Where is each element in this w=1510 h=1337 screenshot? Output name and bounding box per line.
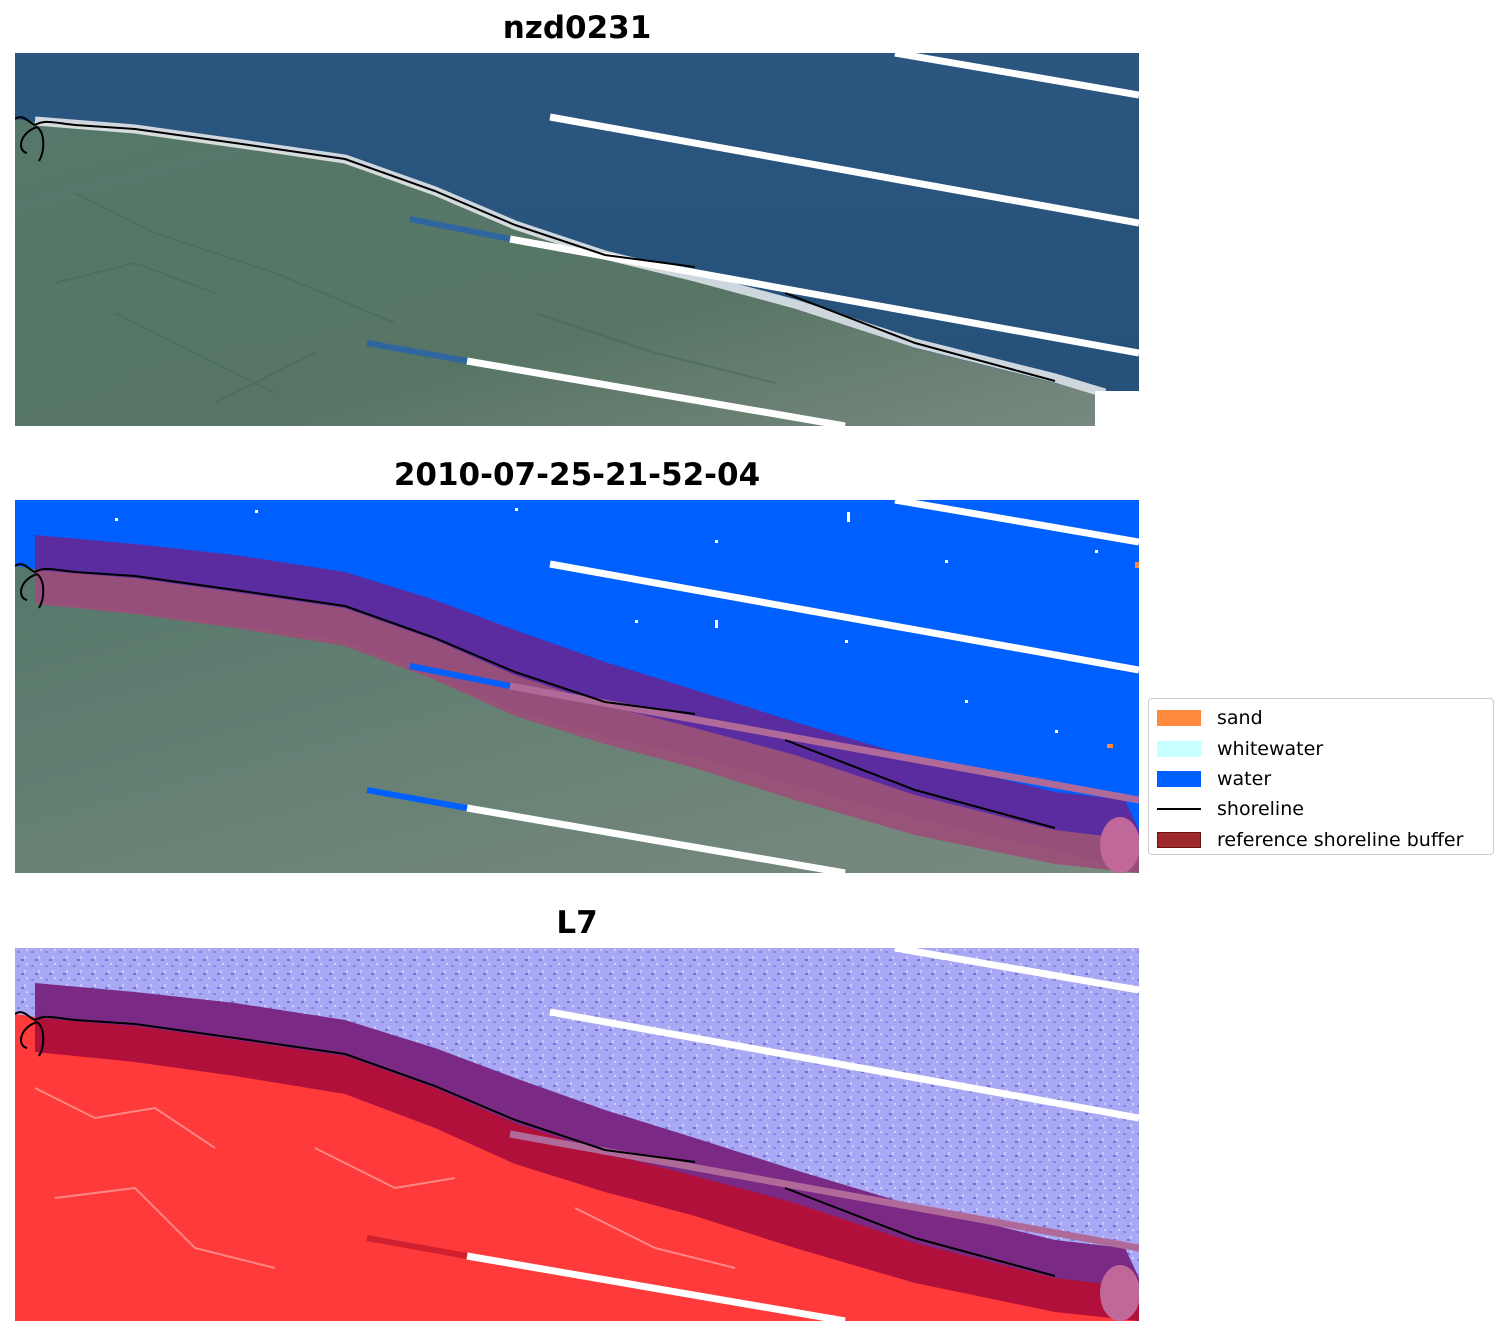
scan-gaps xyxy=(466,53,1139,426)
panel-title-2: 2010-07-25-21-52-04 xyxy=(393,457,761,493)
land-area xyxy=(15,119,1139,426)
rgb-image-panel xyxy=(15,53,1139,426)
panel-title-3: L7 xyxy=(556,905,598,941)
legend-item-whitewater: whitewater xyxy=(1157,733,1493,763)
legend-item-water: water xyxy=(1157,764,1493,794)
whitewater-swatch xyxy=(1157,740,1201,757)
classified-image-panel xyxy=(15,500,1139,873)
legend-item-sand: sand xyxy=(1157,703,1493,733)
legend-label: shoreline xyxy=(1217,798,1304,821)
index-image-panel xyxy=(15,948,1139,1321)
shoreline xyxy=(15,116,1056,382)
panel-title-1: nzd0231 xyxy=(502,10,652,46)
sand-swatch xyxy=(1157,710,1201,727)
legend: sand whitewater water shoreline referenc… xyxy=(1148,698,1494,855)
buffer-swatch xyxy=(1157,831,1201,848)
legend-label: water xyxy=(1217,767,1272,790)
shoreline-line-swatch xyxy=(1157,808,1201,811)
legend-item-buffer: reference shoreline buffer xyxy=(1157,825,1493,855)
legend-label: sand xyxy=(1217,707,1263,730)
legend-label: whitewater xyxy=(1217,737,1324,760)
water-swatch xyxy=(1157,770,1201,787)
legend-label: reference shoreline buffer xyxy=(1217,828,1464,851)
legend-item-shoreline: shoreline xyxy=(1157,794,1493,824)
